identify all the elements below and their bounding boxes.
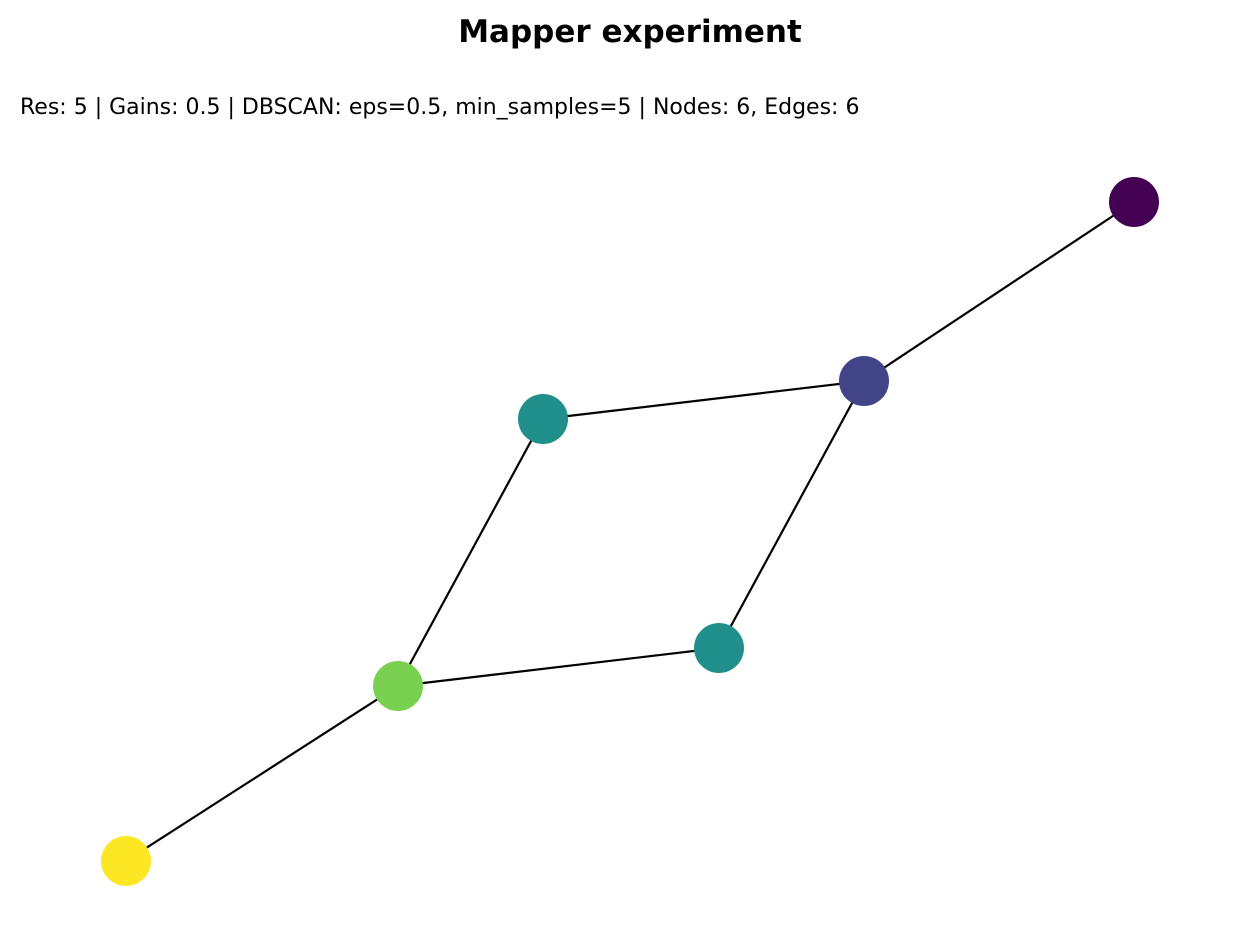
graph-node-n1	[839, 356, 889, 406]
edge-n0-n1	[863, 201, 1135, 382]
nodes-layer	[101, 177, 1159, 886]
graph-node-n2	[518, 394, 568, 444]
diagram-title: Mapper experiment	[458, 14, 802, 50]
edge-n3-n4	[397, 646, 720, 688]
edge-n1-n3	[718, 380, 865, 649]
graph-node-n4	[373, 661, 423, 711]
graph-node-n0	[1109, 177, 1159, 227]
edge-n4-n5	[125, 685, 399, 862]
edge-n2-n4	[397, 418, 544, 687]
graph-node-n5	[101, 836, 151, 886]
graph-node-n3	[694, 623, 744, 673]
edges-layer	[125, 201, 1135, 862]
edge-n1-n2	[542, 379, 865, 421]
diagram-subtitle: Res: 5 | Gains: 0.5 | DBSCAN: eps=0.5, m…	[20, 95, 860, 120]
